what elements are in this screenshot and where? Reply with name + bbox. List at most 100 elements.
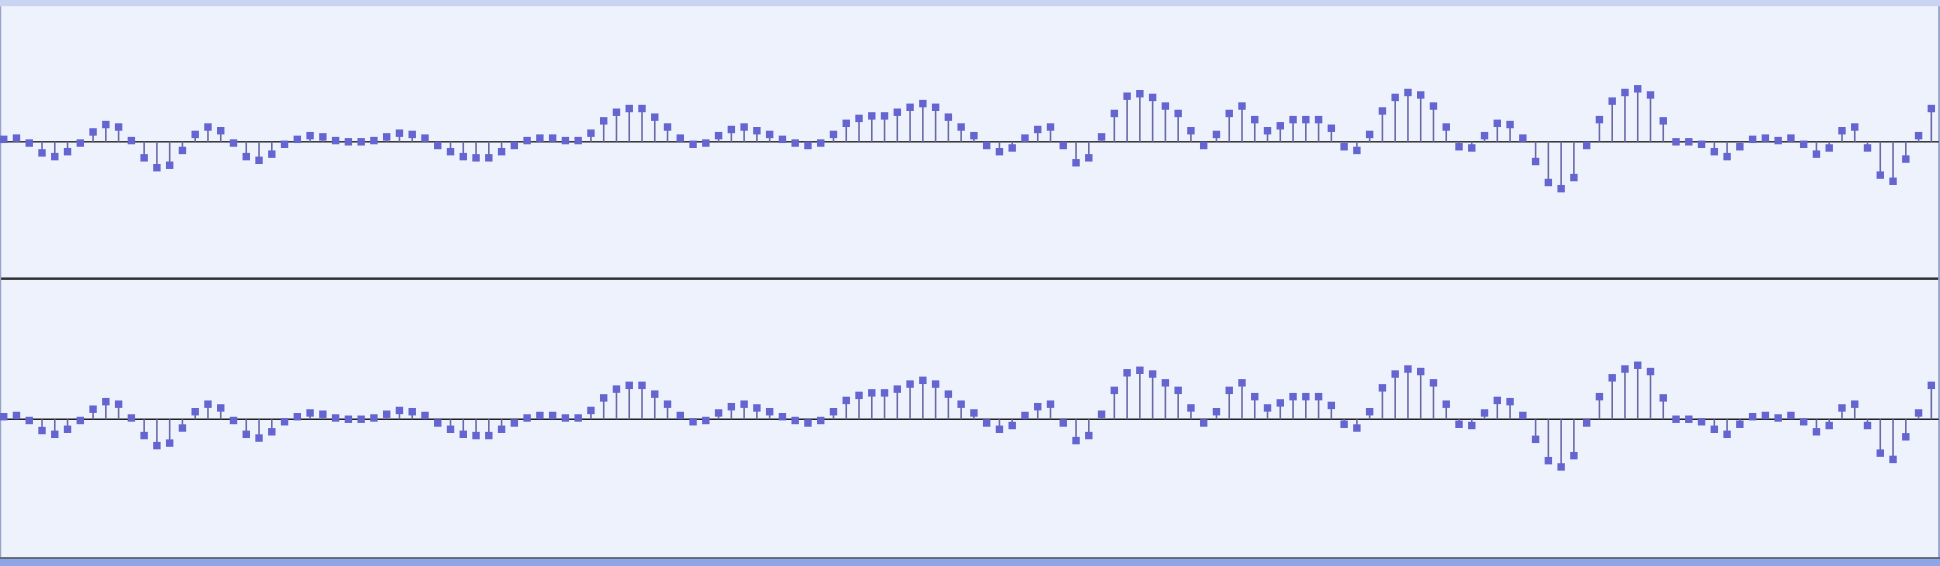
sample-point — [804, 419, 812, 427]
sample-point — [829, 407, 838, 416]
sample-point — [1046, 400, 1055, 408]
track-header — [0, 0, 1940, 7]
sample-point — [472, 431, 480, 440]
sample-point — [89, 128, 97, 136]
sample-point — [1008, 421, 1016, 430]
right-border — [1938, 6, 1940, 558]
sample-point — [12, 134, 21, 142]
sample-point — [957, 123, 965, 131]
sample-point — [651, 113, 659, 121]
sample-point — [1493, 119, 1502, 128]
sample-point — [1340, 420, 1348, 428]
sample-point — [740, 123, 748, 131]
sample-point — [1021, 411, 1029, 420]
sample-point — [1851, 400, 1859, 408]
sample-point — [1851, 123, 1859, 131]
sample-point — [1787, 134, 1795, 142]
sample-point — [625, 104, 633, 113]
sample-point — [242, 152, 250, 161]
sample-point — [753, 404, 761, 412]
sample-point — [306, 409, 314, 417]
sample-point — [970, 409, 978, 417]
sample-point — [638, 104, 646, 113]
sample-point — [1889, 455, 1897, 464]
sample-point — [1582, 141, 1591, 150]
sample-point — [140, 154, 148, 162]
sample-point — [982, 419, 991, 427]
sample-point — [1059, 141, 1067, 150]
sample-point — [1161, 102, 1170, 110]
sample-point — [906, 103, 914, 112]
sample-point — [1493, 396, 1502, 405]
sample-point — [370, 136, 378, 145]
sample-point — [842, 396, 850, 405]
sample-point — [1480, 131, 1489, 140]
sample-point — [574, 414, 582, 422]
sample-point — [829, 130, 838, 139]
sample-point — [893, 385, 902, 393]
sample-point — [1685, 415, 1693, 423]
sample-point — [382, 133, 391, 141]
sample-point — [919, 99, 927, 108]
sample-point — [229, 416, 238, 425]
sample-point — [1595, 115, 1604, 124]
sample-point — [1787, 411, 1795, 420]
sample-point — [1838, 404, 1846, 412]
sample-point — [1391, 370, 1399, 378]
sample-point — [817, 416, 825, 425]
sample-point — [280, 418, 289, 426]
sample-point — [293, 413, 302, 421]
sample-point — [0, 413, 8, 421]
sample-point — [727, 125, 736, 134]
sample-point — [1672, 415, 1680, 423]
sample-point — [1723, 152, 1731, 161]
sample-point — [1302, 115, 1310, 124]
sample-point — [51, 152, 59, 161]
sample-point — [1825, 421, 1833, 430]
sample-point — [204, 123, 212, 131]
sample-point — [1876, 171, 1884, 179]
sample-point — [510, 419, 519, 427]
sample-point — [344, 415, 353, 423]
sample-point — [855, 114, 863, 123]
sample-point — [76, 416, 85, 425]
sample-point — [76, 139, 85, 147]
sample-point — [421, 134, 429, 142]
sample-point — [1225, 386, 1233, 395]
sample-point — [982, 141, 991, 150]
sample-point — [446, 425, 455, 433]
sample-point — [1046, 123, 1055, 131]
sample-point — [331, 136, 340, 145]
sample-point — [1468, 144, 1476, 152]
sample-point — [140, 431, 148, 440]
sample-point — [1697, 418, 1706, 426]
sample-point — [395, 406, 404, 415]
sample-point — [1008, 144, 1016, 152]
sample-point — [25, 139, 33, 147]
sample-point — [1710, 425, 1719, 433]
sample-point — [1799, 418, 1808, 426]
sample-point — [1378, 107, 1387, 115]
sample-point — [1825, 144, 1833, 152]
sample-point — [855, 391, 863, 400]
sample-point — [1544, 178, 1553, 187]
sample-point — [1136, 90, 1144, 98]
sample-point — [421, 411, 429, 420]
sample-point — [1327, 401, 1336, 410]
sample-point — [702, 139, 710, 147]
sample-point — [51, 430, 59, 439]
sample-point — [127, 136, 136, 145]
sample-point — [1582, 419, 1591, 427]
sample-point — [255, 434, 263, 442]
sample-point — [676, 411, 685, 420]
sample-point — [1863, 421, 1872, 430]
sample-point — [536, 134, 544, 142]
sample-point — [1263, 404, 1272, 412]
sample-point — [893, 108, 902, 116]
sample-point — [765, 130, 774, 139]
sample-point — [268, 150, 276, 158]
sample-point — [382, 410, 391, 418]
sample-point — [510, 141, 519, 150]
sample-point — [191, 130, 199, 139]
sample-point — [1148, 370, 1157, 378]
